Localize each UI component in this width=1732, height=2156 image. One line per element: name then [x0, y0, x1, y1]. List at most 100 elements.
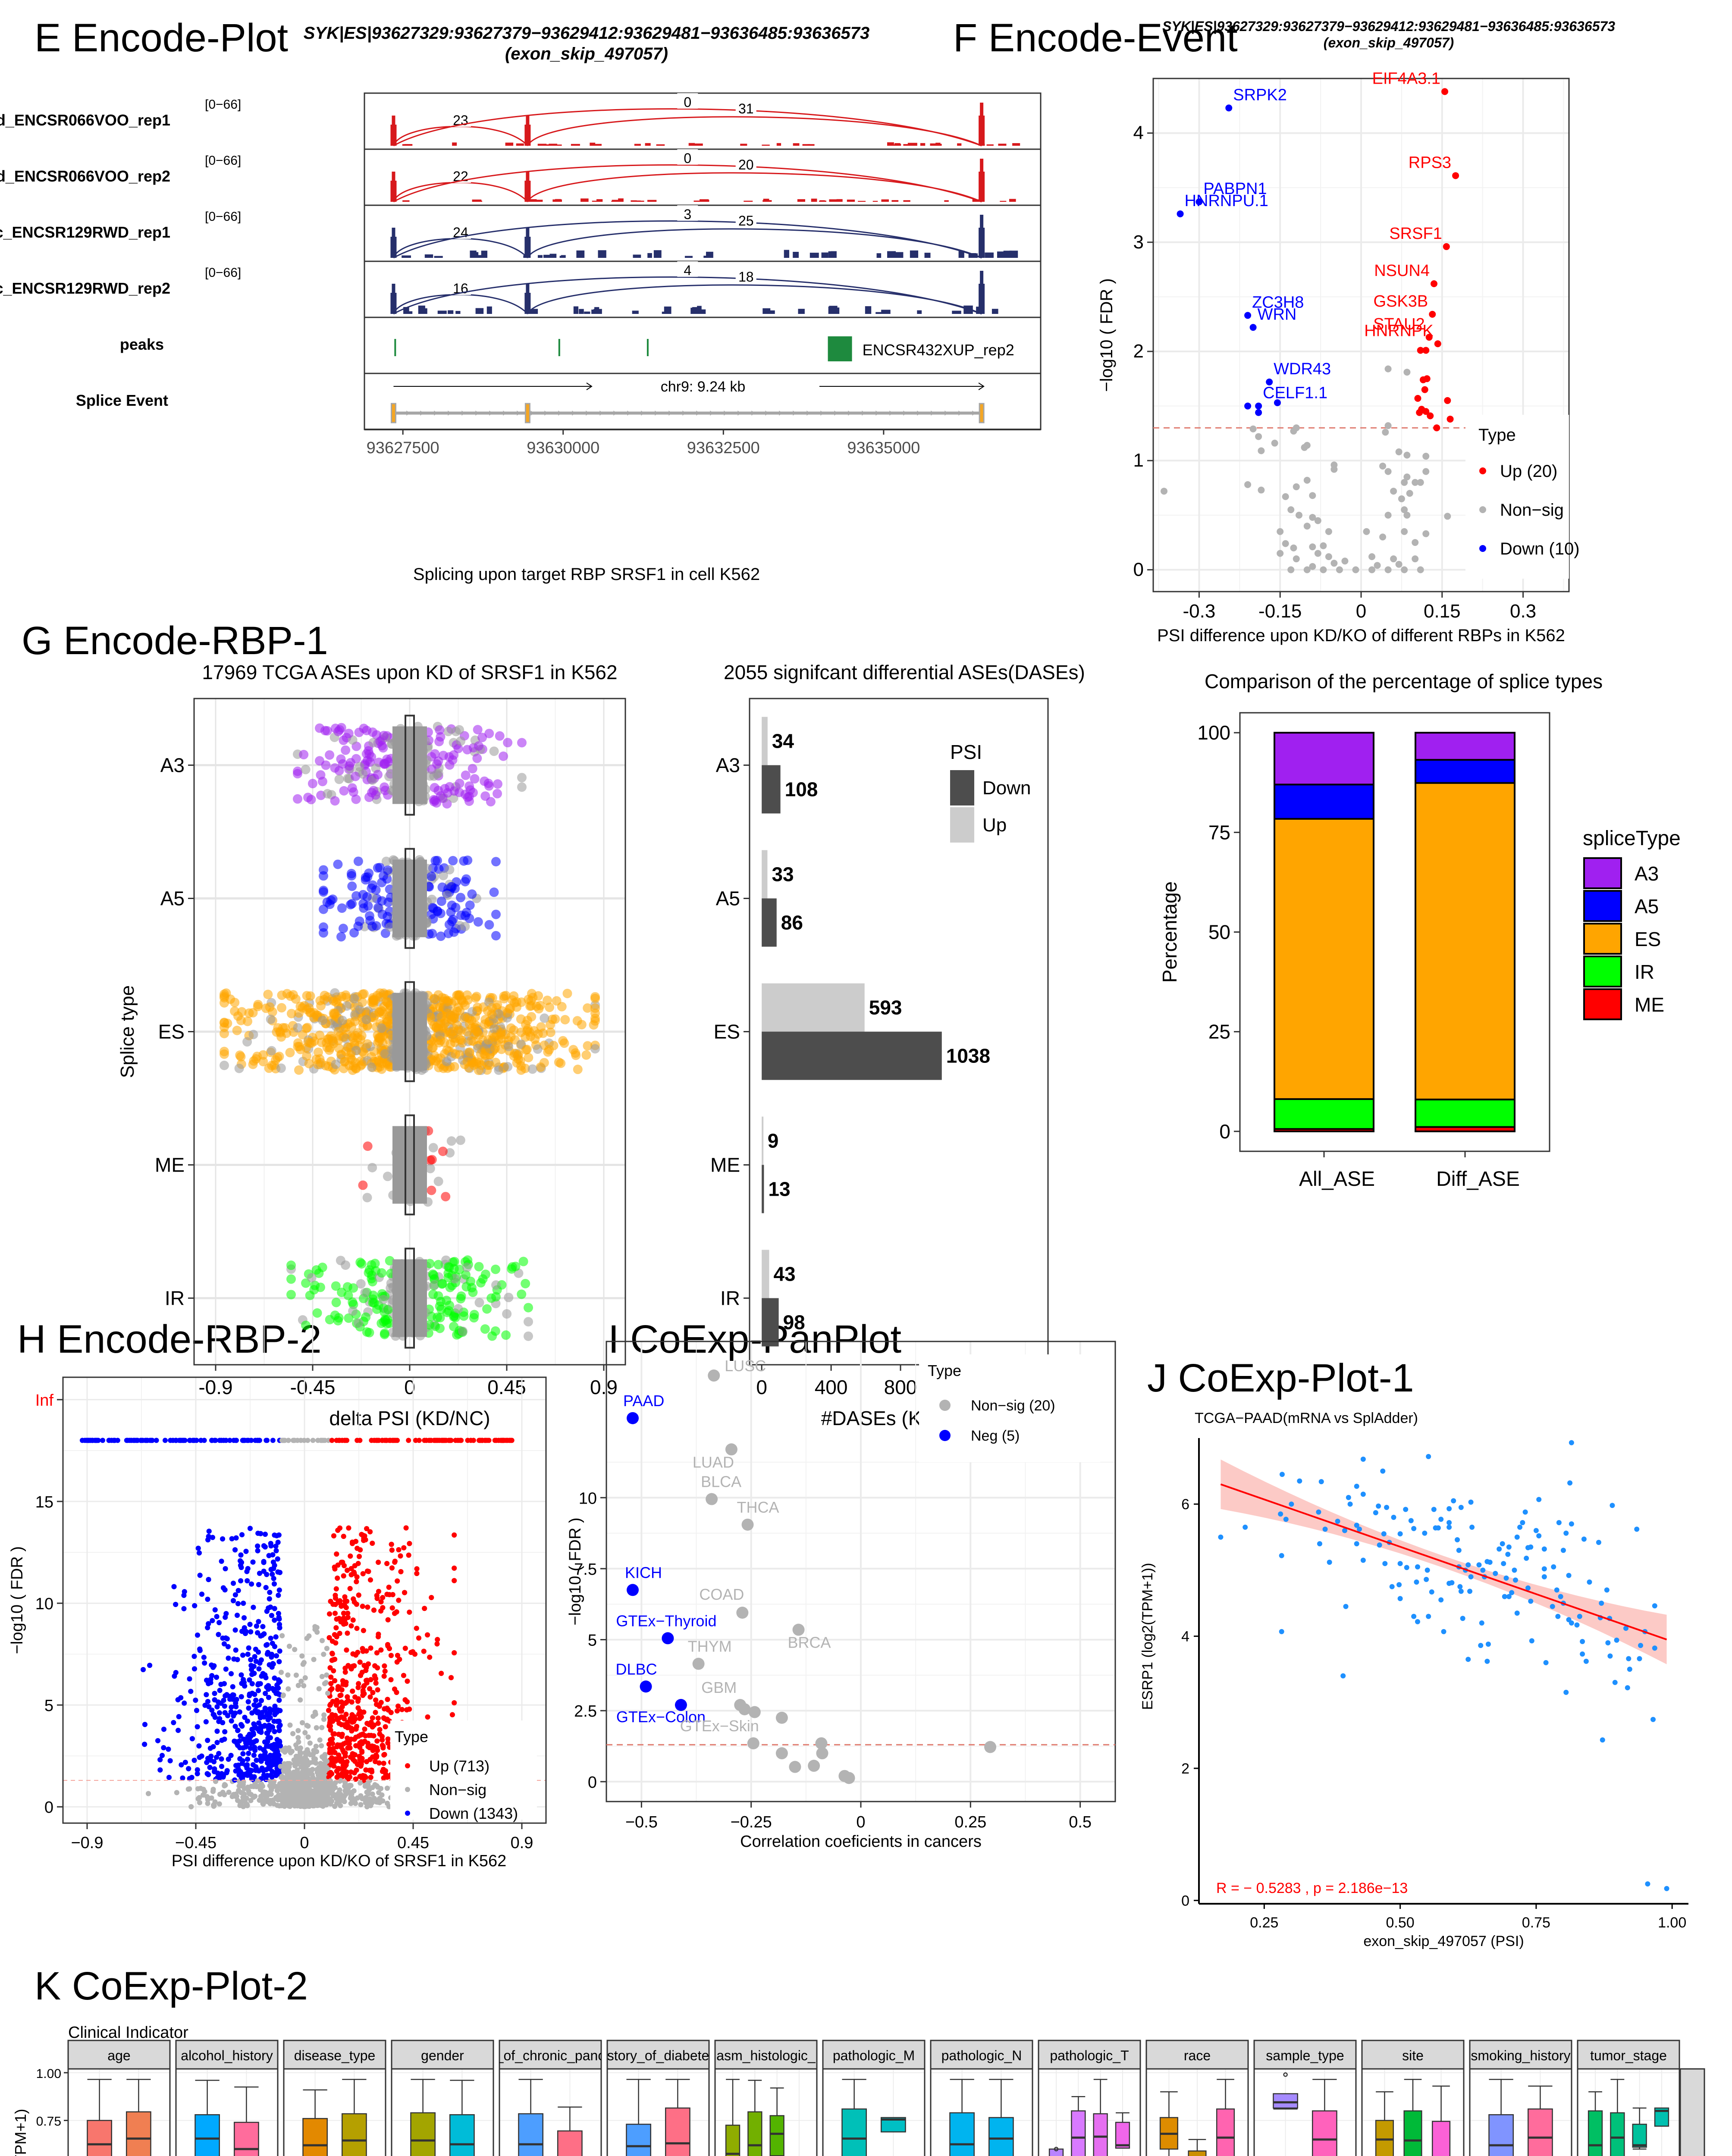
strip-point — [560, 1015, 570, 1025]
strip-point — [485, 1060, 495, 1070]
strip-point — [460, 1000, 470, 1010]
coverage-bar — [930, 143, 938, 146]
data-point-up — [1422, 408, 1430, 415]
strip-point — [436, 1304, 446, 1314]
strip-point — [501, 1330, 511, 1340]
coverage-bar — [693, 201, 703, 202]
coverage-bar — [434, 256, 443, 258]
exon-box — [390, 403, 396, 423]
splice-percentage-stacked-bar: Comparison of the percentage of splice t… — [1158, 670, 1681, 1191]
junction-arc — [393, 220, 982, 259]
volcano-point — [364, 1568, 370, 1574]
strip-point — [522, 1015, 532, 1025]
point-label: SRSF1 — [1389, 225, 1442, 243]
data-point-non-sig — [1303, 476, 1311, 484]
strip-point — [351, 891, 361, 901]
strip-point — [377, 1268, 387, 1278]
volcano-point — [317, 1737, 323, 1743]
strip-point — [455, 778, 464, 788]
strip-point — [267, 1046, 276, 1056]
intron-chevron — [406, 411, 410, 416]
data-point-non-sig — [1303, 442, 1311, 449]
coverage-peak — [390, 181, 397, 202]
strip-point — [331, 1297, 341, 1307]
strip-point — [354, 1318, 364, 1328]
strip-point — [460, 921, 470, 931]
legend-marker — [1479, 467, 1486, 474]
strip-point — [330, 763, 340, 773]
strip-point — [590, 1003, 600, 1013]
strip-point — [309, 1012, 319, 1022]
volcano-point — [378, 1700, 384, 1705]
y-tick-label: A5 — [160, 887, 185, 910]
junction-arc — [527, 116, 982, 147]
y-tick-label: 25 — [1208, 1021, 1230, 1043]
x-tick-label: -0.15 — [1258, 601, 1302, 622]
peak-mark — [394, 339, 396, 356]
data-point-non-sig — [1290, 544, 1297, 552]
coverage-bar — [858, 201, 866, 202]
strip-point — [301, 1023, 311, 1033]
strip-point — [315, 723, 325, 733]
strip-point — [334, 774, 344, 784]
x-tick-label: 93627500 — [367, 439, 439, 457]
intron-chevron — [793, 411, 796, 416]
coverage-bar — [797, 199, 805, 202]
data-point-down — [1274, 399, 1281, 406]
strip-point — [515, 1056, 525, 1066]
junction-arc — [527, 228, 982, 259]
bar-up — [762, 1116, 764, 1165]
strip-point — [474, 1030, 484, 1040]
strip-point — [478, 1274, 488, 1284]
strip-point — [384, 771, 394, 781]
intron-chevron — [917, 411, 920, 416]
coverage-bar — [807, 144, 815, 146]
strip-point — [373, 903, 383, 913]
volcano-point — [333, 1625, 339, 1630]
bar-up — [762, 717, 768, 765]
strip-point — [351, 771, 361, 781]
junction-arc — [393, 238, 528, 259]
volcano-point — [191, 1666, 197, 1672]
intron-chevron — [572, 411, 575, 416]
strip-point — [342, 1001, 352, 1011]
volcano-point — [239, 1724, 245, 1729]
strip-point — [293, 769, 302, 779]
strip-point — [348, 1306, 358, 1316]
legend-label: ME — [1635, 993, 1664, 1016]
data-point-non-sig — [1412, 539, 1419, 546]
strip-point — [438, 1147, 448, 1156]
track-range: [0−66] — [205, 97, 241, 112]
strip-point — [509, 1025, 519, 1035]
strip-point — [453, 1026, 463, 1036]
volcano-point — [171, 1720, 176, 1725]
coverage-bar — [894, 252, 904, 258]
strip-point — [483, 1035, 493, 1045]
strip-point — [286, 1290, 296, 1300]
strip-point — [329, 1009, 339, 1019]
strip-point — [353, 856, 363, 866]
strip-point — [368, 1291, 378, 1300]
strip-point — [362, 892, 372, 902]
strip-point — [494, 1009, 504, 1019]
coverage-bar — [798, 309, 805, 314]
strip-point — [517, 997, 527, 1007]
point-label: RPS3 — [1409, 154, 1451, 172]
strip-point — [333, 995, 342, 1005]
intron-chevron — [517, 411, 520, 416]
junction-label-bg — [677, 149, 698, 165]
coverage-bar — [481, 251, 488, 258]
strip-point — [362, 1327, 372, 1337]
splice-event-label: Splice Event — [76, 392, 168, 409]
strip-point — [341, 745, 351, 755]
strip-point — [360, 1288, 370, 1297]
strip-point — [381, 856, 391, 866]
volcano-point — [395, 1703, 401, 1709]
data-point-non-sig — [1303, 523, 1311, 530]
coverage-bar — [992, 309, 998, 314]
coverage-bar — [958, 251, 964, 258]
strip-point — [573, 1065, 583, 1075]
coverage-bar — [537, 144, 547, 146]
x-tick-label: All_ASE — [1299, 1168, 1375, 1191]
volcano-point — [375, 1720, 381, 1726]
